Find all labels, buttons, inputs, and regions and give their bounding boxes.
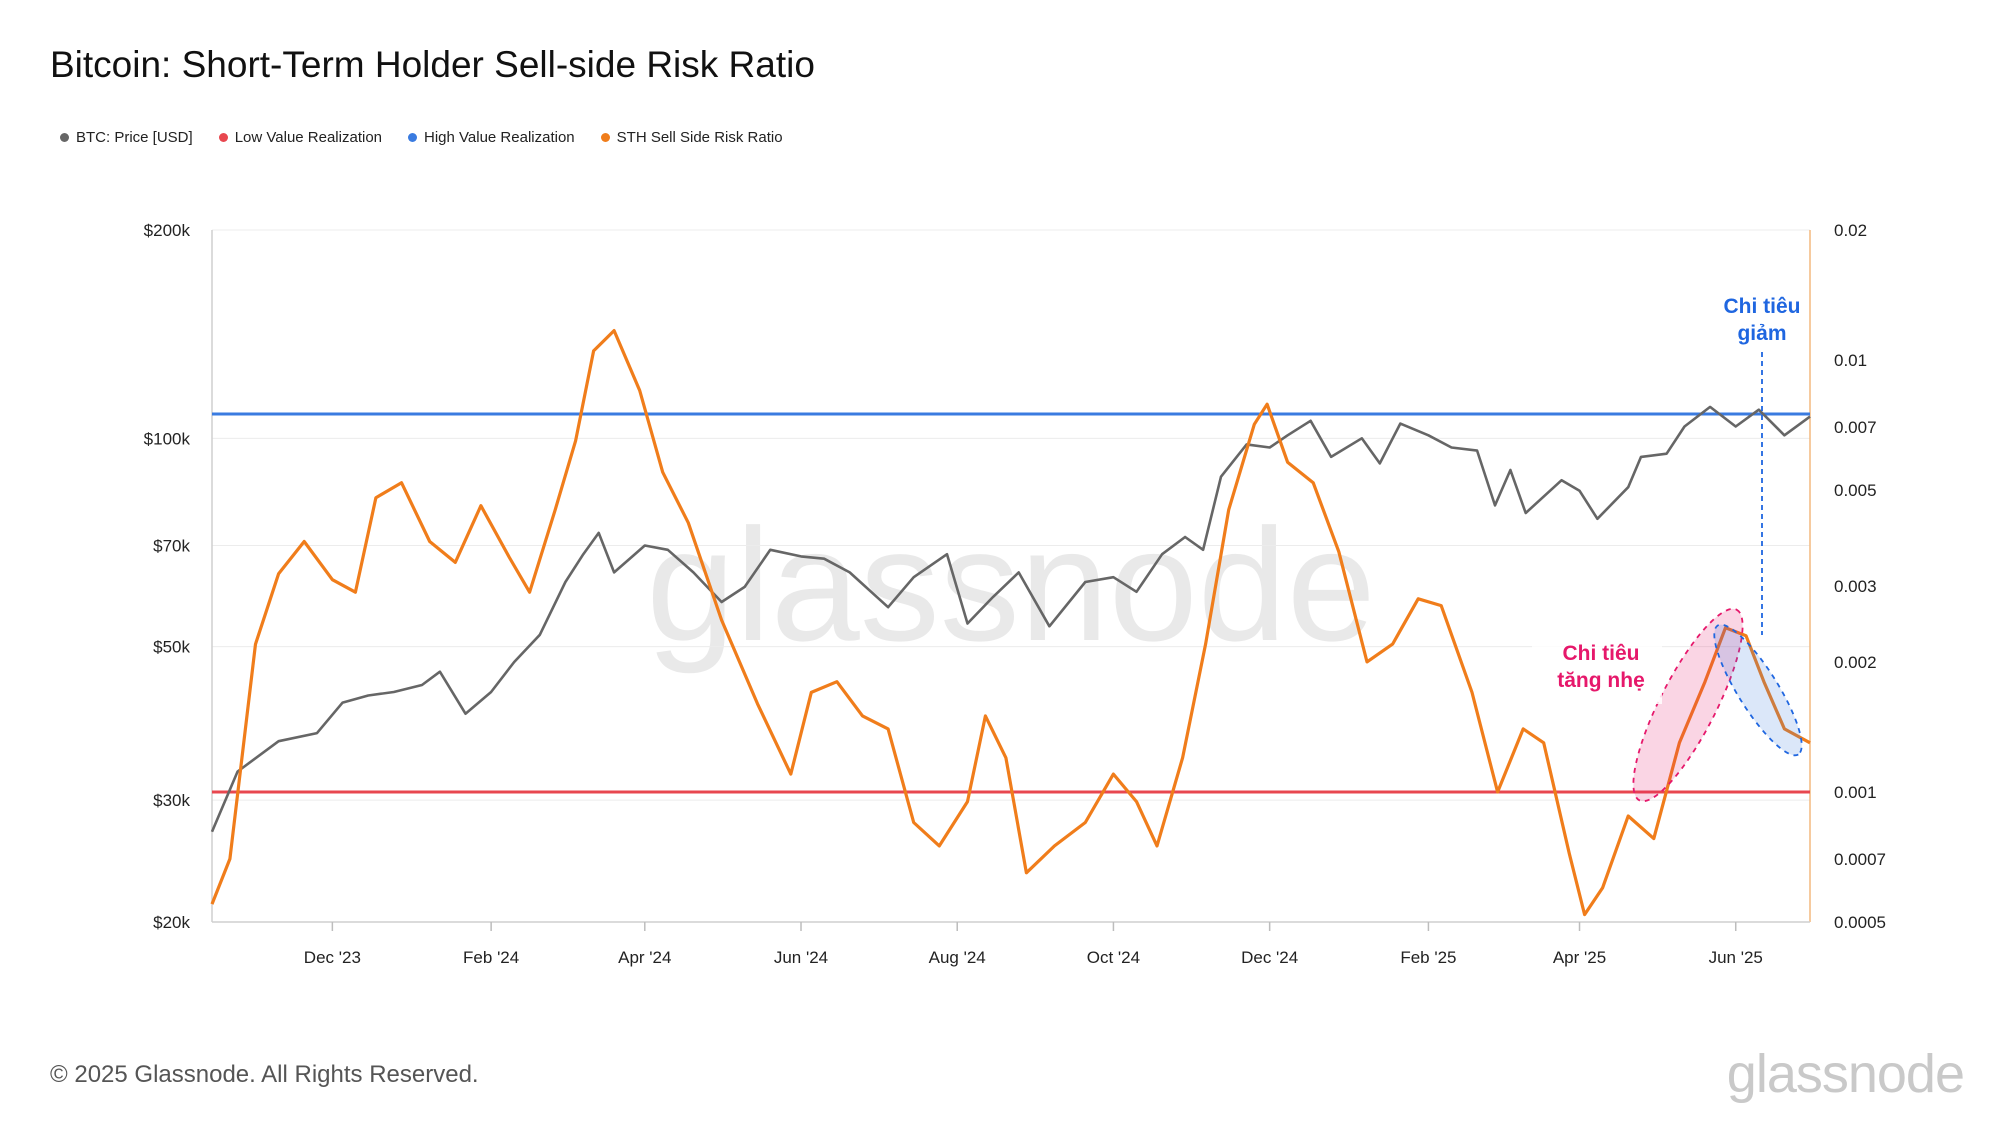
watermark-text: glassnode bbox=[646, 495, 1375, 674]
x-tick-label: Oct '24 bbox=[1087, 948, 1140, 967]
decrease-annotation-line1: Chi tiêu bbox=[1724, 295, 1801, 318]
y-right-tick-label: 0.005 bbox=[1834, 481, 1877, 500]
y-right-tick-label: 0.002 bbox=[1834, 653, 1877, 672]
x-tick-label: Aug '24 bbox=[929, 948, 986, 967]
y-left-tick-label: $20k bbox=[153, 913, 190, 932]
y-right-tick-label: 0.01 bbox=[1834, 351, 1867, 370]
legend-item-sth-ratio[interactable]: STH Sell Side Risk Ratio bbox=[600, 129, 783, 146]
y-left-tick-label: $30k bbox=[153, 791, 190, 810]
y-right-tick-label: 0.0005 bbox=[1834, 913, 1886, 932]
legend-item-price[interactable]: BTC: Price [USD] bbox=[60, 129, 193, 146]
x-tick-label: Dec '23 bbox=[304, 948, 361, 967]
legend-dot-low-value bbox=[218, 133, 228, 142]
x-tick-label: Apr '25 bbox=[1553, 948, 1606, 967]
y-left-tick-label: $70k bbox=[153, 537, 190, 556]
x-tick-label: Dec '24 bbox=[1241, 948, 1298, 967]
increase-annotation-line1: Chi tiêu bbox=[1563, 642, 1640, 665]
y-left-tick-label: $100k bbox=[144, 429, 191, 448]
glassnode-logo: glassnode bbox=[1726, 1044, 1965, 1104]
x-tick-label: Feb '25 bbox=[1400, 948, 1456, 967]
chart-title: Bitcoin: Short-Term Holder Sell-side Ris… bbox=[50, 44, 815, 85]
y-right-tick-label: 0.003 bbox=[1834, 577, 1877, 596]
y-right-tick-label: 0.0007 bbox=[1834, 850, 1886, 869]
legend-label-low-value: Low Value Realization bbox=[234, 129, 382, 146]
increase-annotation-line2: tăng nhẹ bbox=[1557, 669, 1645, 692]
decrease-highlight-ellipse bbox=[1713, 623, 1803, 757]
y-right-tick-label: 0.02 bbox=[1834, 221, 1867, 240]
legend-dot-high-value bbox=[408, 133, 417, 142]
x-tick-label: Feb '24 bbox=[463, 948, 519, 967]
legend-item-high-value[interactable]: High Value Realization bbox=[408, 129, 575, 146]
y-right-tick-label: 0.001 bbox=[1834, 783, 1877, 802]
legend-dot-sth-ratio bbox=[600, 133, 610, 142]
price-series-line bbox=[210, 405, 1811, 833]
x-tick-label: Apr '24 bbox=[618, 948, 671, 967]
y-left-tick-label: $50k bbox=[153, 638, 190, 657]
x-tick-label: Jun '25 bbox=[1709, 948, 1763, 967]
legend-label-sth-ratio: STH Sell Side Risk Ratio bbox=[616, 129, 783, 146]
decrease-annotation-line2: giảm bbox=[1737, 322, 1786, 345]
chart-legend: BTC: Price [USD] Low Value Realization H… bbox=[60, 129, 783, 146]
x-tick-label: Jun '24 bbox=[774, 948, 828, 967]
increase-highlight-ellipse bbox=[1632, 607, 1744, 803]
legend-label-price: BTC: Price [USD] bbox=[76, 129, 193, 146]
increase-label-bg bbox=[1532, 630, 1662, 704]
legend-dot-price bbox=[60, 133, 69, 142]
legend-label-high-value: High Value Realization bbox=[424, 129, 575, 146]
sth-ratio-series-line bbox=[210, 329, 1811, 917]
y-left-tick-label: $200k bbox=[144, 221, 191, 240]
copyright-footer: © 2025 Glassnode. All Rights Reserved. bbox=[50, 1061, 479, 1088]
y-right-tick-label: 0.007 bbox=[1834, 418, 1877, 437]
legend-item-low-value[interactable]: Low Value Realization bbox=[218, 129, 382, 146]
